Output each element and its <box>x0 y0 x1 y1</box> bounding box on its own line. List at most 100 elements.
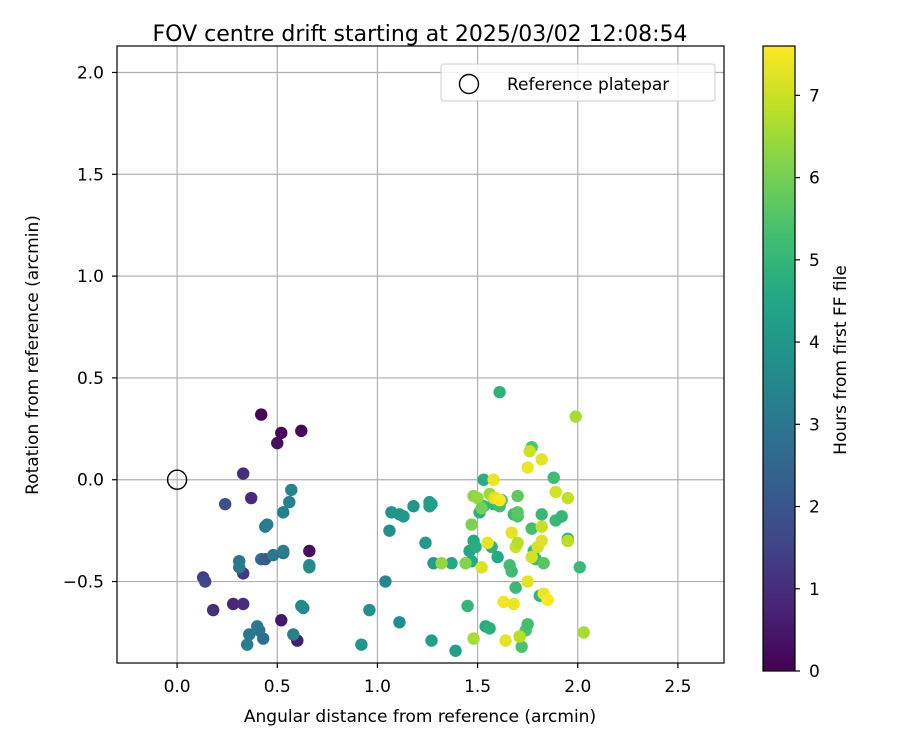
colorbar-tick-label: 4 <box>809 333 820 353</box>
data-point <box>491 550 504 564</box>
data-point <box>379 575 392 588</box>
x-axis-ticks: 0.0 0.5 1.0 1.5 2.0 2.5 <box>164 663 691 697</box>
x-tick-label: 2.5 <box>664 677 691 697</box>
data-point <box>509 581 522 594</box>
reference-platepar-marker <box>166 469 188 490</box>
data-point <box>477 473 490 486</box>
data-point <box>257 632 270 645</box>
x-tick-label: 0.5 <box>264 677 291 697</box>
data-point <box>499 634 512 647</box>
y-axis-label: Rotation from reference (arcmin) <box>23 215 43 495</box>
legend-open-circle-icon <box>458 73 480 95</box>
data-point <box>493 385 506 399</box>
data-point <box>511 506 524 519</box>
data-point <box>521 618 534 631</box>
data-point <box>577 626 590 639</box>
data-point <box>206 603 220 617</box>
colorbar-tick-label: 6 <box>809 169 820 189</box>
data-point <box>561 491 574 505</box>
data-point <box>397 510 410 523</box>
data-point <box>425 497 438 511</box>
data-point <box>521 461 534 474</box>
data-point <box>277 544 290 558</box>
colorbar <box>762 45 796 672</box>
data-point <box>521 575 534 588</box>
x-tick-label: 1.5 <box>464 677 491 697</box>
data-point <box>505 526 518 539</box>
colorbar-label: Hours from first FF file <box>831 265 851 455</box>
data-point <box>393 616 406 629</box>
data-point <box>569 410 582 423</box>
colorbar-tick-label: 2 <box>809 498 820 518</box>
legend: Reference platepar <box>440 63 716 102</box>
data-point <box>355 638 368 651</box>
x-tick-label: 0.0 <box>164 677 191 697</box>
data-point <box>537 557 550 570</box>
reference-circle-icon <box>166 469 188 490</box>
data-point <box>303 561 316 574</box>
data-point <box>555 510 568 523</box>
data-point <box>471 491 484 505</box>
data-point <box>218 497 232 511</box>
data-point <box>233 561 246 574</box>
chart-title: FOV centre drift starting at 2025/03/02 … <box>153 22 688 47</box>
data-point <box>449 644 462 657</box>
data-point <box>465 518 478 531</box>
data-point <box>407 500 420 513</box>
data-point <box>561 534 574 548</box>
data-point <box>275 426 288 440</box>
data-point <box>505 565 518 578</box>
data-point <box>481 536 494 550</box>
colorbar-tick-label: 0 <box>809 662 820 682</box>
data-point <box>535 534 548 548</box>
data-point <box>245 491 258 505</box>
legend-box <box>440 63 716 102</box>
data-point <box>435 557 448 570</box>
y-axis-ticks: −0.5 0.0 0.5 1.0 1.5 2.0 <box>63 63 117 593</box>
data-point <box>297 601 310 615</box>
data-point <box>275 614 288 627</box>
data-point <box>493 493 506 507</box>
x-tick-label: 1.0 <box>364 677 391 697</box>
data-point <box>523 445 536 458</box>
data-point <box>535 508 548 521</box>
data-point <box>295 424 308 438</box>
data-point <box>261 518 274 531</box>
data-point <box>535 453 548 466</box>
data-point <box>226 597 240 611</box>
y-tick-label: 1.0 <box>77 267 104 287</box>
data-point <box>507 597 520 611</box>
colorbar-ticks: 0 1 2 3 4 5 6 7 <box>795 86 820 682</box>
colorbar-tick-label: 5 <box>809 251 820 271</box>
colorbar-tick-label: 3 <box>809 415 820 435</box>
data-point <box>425 634 438 647</box>
data-point <box>547 471 560 484</box>
colorbar-tick-label: 1 <box>809 580 820 600</box>
data-points <box>196 385 590 657</box>
data-point <box>303 544 316 558</box>
data-point <box>243 628 256 641</box>
gridlines <box>117 46 724 663</box>
data-point <box>267 548 280 562</box>
data-point <box>277 506 290 519</box>
data-point <box>255 408 268 421</box>
data-point <box>513 630 526 643</box>
data-point <box>511 536 524 550</box>
data-point <box>573 561 586 574</box>
data-point <box>467 632 480 645</box>
data-point <box>525 522 538 535</box>
data-point <box>515 640 528 653</box>
data-point <box>511 489 524 503</box>
data-point <box>283 495 296 509</box>
data-point <box>541 593 554 607</box>
data-point <box>459 557 472 570</box>
data-point <box>461 599 474 613</box>
data-point <box>198 575 212 588</box>
data-point <box>383 524 396 537</box>
data-point <box>363 603 376 617</box>
data-point <box>419 536 432 550</box>
data-point <box>271 436 284 450</box>
data-point <box>487 473 500 486</box>
data-point <box>237 467 250 480</box>
